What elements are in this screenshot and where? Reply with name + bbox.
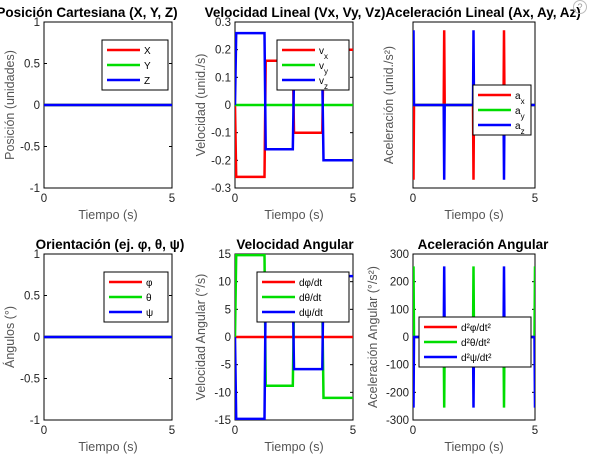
legend-entry: θ [146, 293, 152, 304]
legend-entry: d²θ/dt² [461, 338, 491, 349]
legend: dφ/dt dθ/dt dψ/dt [256, 271, 350, 323]
y-tick-label: 5 [225, 304, 231, 316]
y-tick-label: 0.1 [215, 72, 231, 84]
legend-entry: dψ/dt [299, 308, 323, 319]
y-tick-label: 0 [34, 100, 40, 112]
y-axis-label: Aceleración Angular (°/s²) [366, 266, 380, 408]
y-tick-label: -200 [386, 387, 409, 399]
legend-entry: dθ/dt [299, 293, 321, 304]
legend-entry: ψ [146, 308, 153, 319]
y-tick-label: -0.5 [20, 374, 40, 386]
y-axis-label: Velocidad Angular (°/s) [194, 274, 208, 401]
y-axis-label: Ángulos (°) [2, 306, 17, 368]
y-tick-label: -15 [214, 415, 231, 427]
legend: d²φ/dt² d²θ/dt² d²ψ/dt² [418, 316, 532, 368]
y-axis-label: Aceleración (unid./s²) [382, 46, 396, 164]
x-tick-label: 5 [532, 193, 538, 205]
y-tick-label: -10 [214, 387, 231, 399]
x-axis-label: Tiempo (s) [78, 440, 137, 454]
x-tick-label: 5 [169, 193, 175, 205]
chart-title: Velocidad Lineal (Vx, Vy, Vz) [205, 5, 386, 20]
legend-entry: az [515, 121, 525, 136]
x-axis-label: Tiempo (s) [264, 208, 323, 222]
legend-entry: Y [144, 61, 151, 72]
y-tick-label: -1 [30, 415, 40, 427]
y-tick-label: 300 [390, 249, 409, 261]
y-tick-label: 0 [403, 332, 409, 344]
y-tick-label: -0.1 [211, 128, 231, 140]
x-tick-label: 5 [532, 425, 538, 437]
x-tick-label: 0 [232, 425, 238, 437]
y-tick-label: 0.5 [24, 291, 40, 303]
chart-angacc: -300 -200 -100 0 100 200 300 0 5 Aceleración Angu… [366, 237, 549, 454]
y-tick-label: -100 [386, 360, 409, 372]
x-tick-label: 0 [41, 193, 47, 205]
chart-vel: -0.3 -0.2 -0.1 0 0.1 0.2 0.3 0 5 Velocidad Lineal… [194, 5, 385, 222]
legend-entry: ax [515, 91, 525, 106]
y-axis-label: Posición (unidades) [3, 50, 17, 160]
y-tick-label: 10 [218, 277, 231, 289]
y-tick-label: 1 [34, 17, 40, 29]
x-axis-label: Tiempo (s) [444, 208, 503, 222]
y-tick-label: 15 [218, 249, 231, 261]
chart-title: Aceleración Angular [418, 237, 550, 252]
legend-entry: dφ/dt [299, 278, 322, 289]
legend-entry: Z [144, 76, 150, 87]
legend-entry: vz [319, 76, 328, 91]
help-icon[interactable]: ? [573, 0, 587, 14]
x-tick-label: 0 [232, 193, 238, 205]
series-line [235, 31, 353, 162]
x-axis-label: Tiempo (s) [264, 440, 323, 454]
x-axis-label: Tiempo (s) [78, 208, 137, 222]
y-tick-label: 0.3 [215, 17, 231, 29]
y-tick-label: 0 [225, 332, 231, 344]
legend-entry: vx [319, 46, 328, 61]
y-axis-label: Velocidad (unid./s) [194, 54, 208, 157]
y-tick-label: -5 [221, 360, 231, 372]
y-tick-label: -0.3 [211, 183, 231, 195]
legend-entry: X [144, 46, 151, 57]
y-tick-label: -0.2 [211, 155, 231, 167]
chart-acc: 0 5 Aceleración Lineal (Ax, Ay, Az) Tiempo … [382, 5, 581, 222]
legend-entry: vy [319, 61, 328, 76]
x-tick-label: 5 [350, 193, 356, 205]
y-tick-label: 1 [34, 249, 40, 261]
chart-title: Posición Cartesiana (X, Y, Z) [0, 5, 178, 20]
legend: φθψ [103, 271, 169, 323]
legend-entry: φ [146, 278, 153, 289]
chart-title: Velocidad Angular [236, 237, 354, 252]
y-tick-label: -0.5 [20, 142, 40, 154]
x-tick-label: 0 [410, 425, 416, 437]
x-tick-label: 0 [41, 425, 47, 437]
y-tick-label: 200 [390, 277, 409, 289]
chart-ori: -1 -0.5 0 0.5 1 0 5 Orientación (ej. φ, θ, ψ) Ti… [2, 237, 184, 454]
legend: XYZ [101, 39, 169, 91]
y-tick-label: 0.2 [215, 45, 231, 57]
legend-entry: d²ψ/dt² [461, 353, 492, 364]
y-tick-label: 100 [390, 304, 409, 316]
legend-entry: ay [515, 106, 525, 121]
x-tick-label: 5 [169, 425, 175, 437]
y-tick-label: -300 [386, 415, 409, 427]
chart-title: Aceleración Lineal (Ax, Ay, Az) [385, 5, 581, 20]
x-axis-label: Tiempo (s) [444, 440, 503, 454]
chart-pos: -1 -0.5 0 0.5 1 0 5 Posición Cartesiana (X, Y, … [0, 5, 178, 222]
y-tick-label: 0 [225, 100, 231, 112]
chart-title: Orientación (ej. φ, θ, ψ) [36, 237, 185, 252]
x-tick-label: 5 [350, 425, 356, 437]
y-tick-label: 0.5 [24, 59, 40, 71]
legend-entry: d²φ/dt² [461, 323, 491, 334]
y-tick-label: 0 [34, 332, 40, 344]
y-tick-label: -1 [30, 183, 40, 195]
chart-angvel: -15 -10 -5 0 5 10 15 0 5 Velocidad Angular Tiempo … [194, 237, 356, 454]
x-tick-label: 0 [410, 193, 416, 205]
